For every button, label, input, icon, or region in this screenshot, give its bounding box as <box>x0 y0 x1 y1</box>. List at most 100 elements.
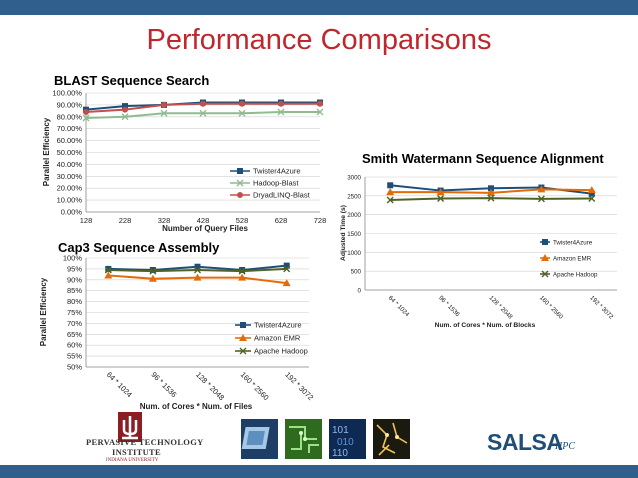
swg-chart-title: Smith Watermann Sequence Alignment <box>362 151 604 166</box>
svg-text:110: 110 <box>332 448 348 459</box>
y-axis-title: Parallel Efficiency <box>39 277 48 346</box>
data-point <box>238 267 246 275</box>
data-point <box>199 109 207 117</box>
x-tick-label: 192 * 3072 <box>588 294 615 321</box>
y-tick-label: 1000 <box>347 250 361 257</box>
data-point <box>387 182 394 189</box>
y-tick-label: 60% <box>67 341 82 350</box>
blast-chart-title: BLAST Sequence Search <box>54 73 210 88</box>
data-point <box>277 108 285 116</box>
data-point <box>194 263 201 270</box>
data-point <box>82 114 90 122</box>
legend-label: Amazon EMR <box>553 256 592 263</box>
legend-marker <box>237 192 243 198</box>
legend-label: Twister4Azure <box>253 167 301 176</box>
thumbnail-image-4 <box>373 419 410 459</box>
data-point <box>194 266 201 274</box>
x-tick-label: 728 <box>314 216 327 225</box>
data-point <box>278 100 284 107</box>
institute-line2: INSTITUTE <box>112 447 161 457</box>
cap3-chart-title: Cap3 Sequence Assembly <box>58 240 220 255</box>
y-tick-label: 3000 <box>347 175 361 182</box>
legend-marker <box>541 270 549 278</box>
y-tick-label: 20.00% <box>57 184 83 193</box>
data-point <box>487 194 495 202</box>
y-tick-label: 85% <box>67 286 82 295</box>
x-axis-title: Number of Query Files <box>162 224 248 233</box>
data-point <box>121 113 129 121</box>
thumbnail-image-2 <box>285 419 322 459</box>
data-point <box>283 265 291 273</box>
y-tick-label: 1500 <box>347 231 361 238</box>
legend-marker <box>236 179 244 187</box>
legend-label: DryadLINQ-Blast <box>253 191 311 200</box>
data-point <box>239 266 246 273</box>
legend-label: Twister4Azure <box>254 321 302 330</box>
data-point <box>283 262 290 269</box>
data-point <box>122 106 128 113</box>
y-tick-label: 100% <box>63 254 83 263</box>
legend-marker <box>541 254 549 261</box>
y-tick-label: 95% <box>67 264 82 273</box>
top-bar <box>0 0 638 15</box>
y-tick-label: 0.00% <box>61 208 83 217</box>
y-tick-label: 100.00% <box>52 89 82 98</box>
data-point <box>316 108 324 116</box>
data-point <box>437 194 445 202</box>
data-point <box>588 194 596 202</box>
data-point <box>487 188 495 196</box>
y-tick-label: 75% <box>67 308 82 317</box>
x-tick-label: 328 <box>158 216 171 225</box>
data-point <box>317 100 323 107</box>
data-point <box>282 279 291 287</box>
institute-line1: PERVASIVE TECHNOLOGY <box>86 437 204 447</box>
x-axis-title: Num. of Cores * Num. of Blocks <box>435 322 536 329</box>
svg-text:010: 010 <box>337 437 354 448</box>
x-tick-label: 64 * 1024 <box>387 294 411 318</box>
data-point <box>488 185 494 192</box>
thumbnail-image-3: 101 010 110 <box>329 419 366 459</box>
y-tick-label: 90.00% <box>57 100 83 109</box>
legend-label: Amazon EMR <box>254 334 301 343</box>
data-point <box>537 195 545 203</box>
data-point <box>386 188 395 196</box>
y-tick-label: 80.00% <box>57 112 83 121</box>
y-tick-label: 90% <box>67 275 82 284</box>
data-point <box>161 101 167 108</box>
y-axis-title: Parallel Efficiency <box>42 117 51 186</box>
data-point <box>149 267 157 275</box>
x-tick-label: 428 <box>197 216 210 225</box>
data-point <box>149 266 156 273</box>
salsa-logo-text: SALSA <box>487 429 563 455</box>
data-point <box>587 186 596 194</box>
legend-marker <box>542 239 548 245</box>
svg-text:101: 101 <box>332 425 349 436</box>
data-point <box>105 265 112 272</box>
data-point <box>104 271 113 279</box>
hpc-logo-text: HPC <box>555 441 575 452</box>
y-tick-label: 50.00% <box>57 148 83 157</box>
y-tick-label: 55% <box>67 352 82 361</box>
legend-label: Twister4Azure <box>553 240 593 247</box>
legend-label: Hadoop-Blast <box>253 179 299 188</box>
data-point <box>160 109 168 117</box>
data-point <box>238 273 247 281</box>
y-tick-label: 2500 <box>347 193 361 200</box>
y-tick-label: 70.00% <box>57 124 83 133</box>
slide-title: Performance Comparisons <box>146 24 492 56</box>
thumbnail-image-1 <box>241 419 278 459</box>
y-tick-label: 0 <box>358 288 362 295</box>
data-point <box>238 109 246 117</box>
y-tick-label: 2000 <box>347 212 361 219</box>
data-point <box>537 185 546 193</box>
x-tick-label: 160 * 2560 <box>538 294 565 321</box>
bottom-bar <box>0 465 638 478</box>
y-tick-label: 40.00% <box>57 160 83 169</box>
y-tick-label: 500 <box>351 269 362 276</box>
data-point <box>148 274 157 282</box>
y-tick-label: 60.00% <box>57 136 83 145</box>
data-point <box>200 100 206 107</box>
